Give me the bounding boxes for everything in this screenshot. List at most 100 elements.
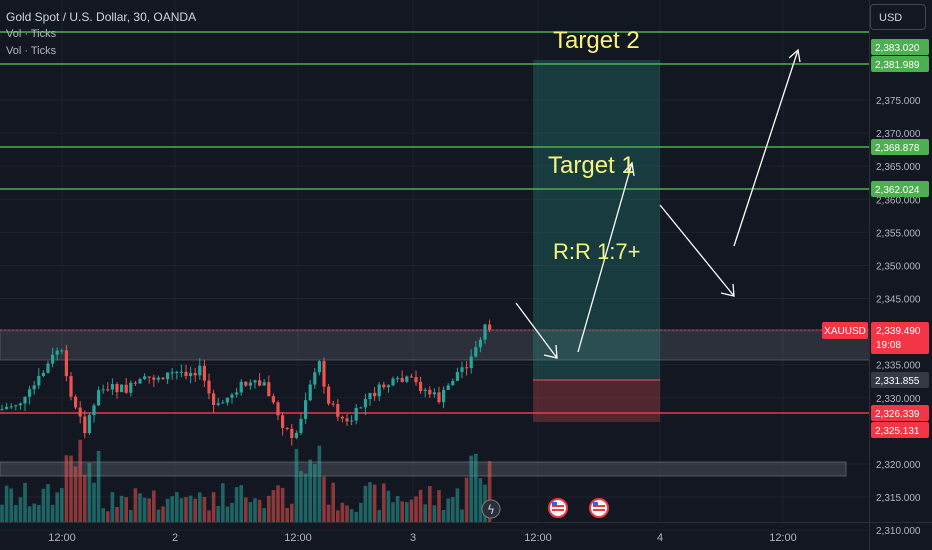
volume-bar [414,496,418,522]
arrow-up-target1[interactable] [577,162,633,353]
price-tick-label: 2,335.000 [876,361,921,372]
volume-bar [156,509,161,522]
volume-bar [464,477,469,522]
volume-bar [133,488,138,522]
price-tag [871,181,929,197]
candle-body [152,377,156,380]
arrow-retrace[interactable] [659,204,735,297]
arrow-up-target2[interactable] [733,49,799,247]
risk-reward-label[interactable]: R:R 1:7+ [553,239,640,264]
volume-bar [331,482,335,522]
indicator-legend-2[interactable]: Vol · Ticks [6,45,57,57]
volume-bar [460,509,464,522]
candle-body [239,381,243,393]
event-icons[interactable]: ϟ [481,498,609,519]
us-flag-canton [552,502,557,506]
candle-body [340,416,344,419]
candle-body [41,372,45,377]
candle-body [189,372,193,377]
candle-body [373,392,377,397]
volume-bar [437,490,441,522]
candle-body [193,372,197,376]
profit-zone[interactable] [533,60,660,380]
price-axis[interactable]: 2,375.000 2,370.000 2,365.000 2,360.000 2,35… [876,96,921,537]
volume-bars [0,439,492,522]
price-tick-label: 2,355.000 [876,228,921,239]
price-axis-bg[interactable] [870,0,932,550]
time-tick-label: 12:00 [284,532,312,544]
volume-bar [55,492,59,522]
volume-bar [14,504,18,522]
candle-body [488,324,492,330]
candle-body [14,405,18,407]
flash-icon[interactable] [481,499,501,519]
volume-bar [32,503,36,522]
candle-body [262,382,266,386]
us-flag-icon[interactable] [589,498,609,518]
price-tag [871,39,929,55]
candle-body [474,347,478,357]
target-2-label[interactable]: Target 2 [553,27,640,54]
candle-body [271,396,275,403]
arrow-pullback-head [543,344,558,359]
candle-body [0,409,4,411]
price-tag-text: 2,381.989 [875,60,920,71]
candle-body [368,392,372,400]
candle-body [133,382,137,384]
candle-body [276,402,280,416]
candle-body [221,402,225,404]
loss-zone[interactable] [533,380,660,422]
candle-body [74,396,78,408]
candle-body [327,386,331,404]
candle-body [51,354,55,364]
candle-body [202,365,206,381]
current-price-value: 2,339.490 [876,326,921,337]
volume-bar [299,471,303,522]
volume-bar [313,464,317,522]
candle-body [465,367,469,369]
candle-body [437,392,441,403]
candle-body [400,378,404,382]
currency-button[interactable]: USD [870,4,926,30]
volume-bar [377,510,381,522]
candle-body [386,385,390,388]
candle-body [382,384,386,388]
us-flag-icon[interactable] [548,498,568,518]
time-axis[interactable]: 12:00 2 12:00 3 12:00 4 12:00 [48,532,797,544]
volume-bar [198,492,202,522]
arrow-retrace-head [720,283,735,297]
time-tick-label: 12:00 [48,532,76,544]
volume-bar [138,493,142,522]
candle-body [248,382,252,386]
arrow-pullback[interactable] [515,302,558,359]
bar-countdown: 19:08 [876,340,901,351]
volume-bar [303,473,308,522]
price-tag-text: 2,362.024 [875,185,920,196]
candle-body [405,376,409,382]
symbol-title[interactable]: Gold Spot / U.S. Dollar, 30, OANDA [6,10,197,24]
candle-body [110,384,114,390]
volume-bar [372,484,377,522]
volume-bar [391,502,395,522]
candle-body [198,365,202,376]
time-tick-label: 12:00 [524,532,552,544]
projection-arrows[interactable] [515,48,801,359]
volume-bar [428,486,432,522]
candle-body [317,361,321,373]
volume-bar [478,478,483,522]
candle-body [391,378,395,386]
volume-bar [326,504,331,522]
support-zone[interactable] [0,461,847,477]
time-tick-label: 4 [657,532,663,544]
candle-body [60,350,64,352]
candle-body [442,390,446,403]
price-tick-label: 2,370.000 [876,129,921,140]
volume-bar [23,482,27,522]
volume-bar [83,474,87,522]
price-tick-label: 2,320.000 [876,460,921,471]
candle-body [97,390,101,406]
indicator-legend-1[interactable]: Vol · Ticks [6,28,57,40]
target-1-label[interactable]: Target 1 [548,152,635,179]
resistance-zone[interactable] [0,329,871,361]
